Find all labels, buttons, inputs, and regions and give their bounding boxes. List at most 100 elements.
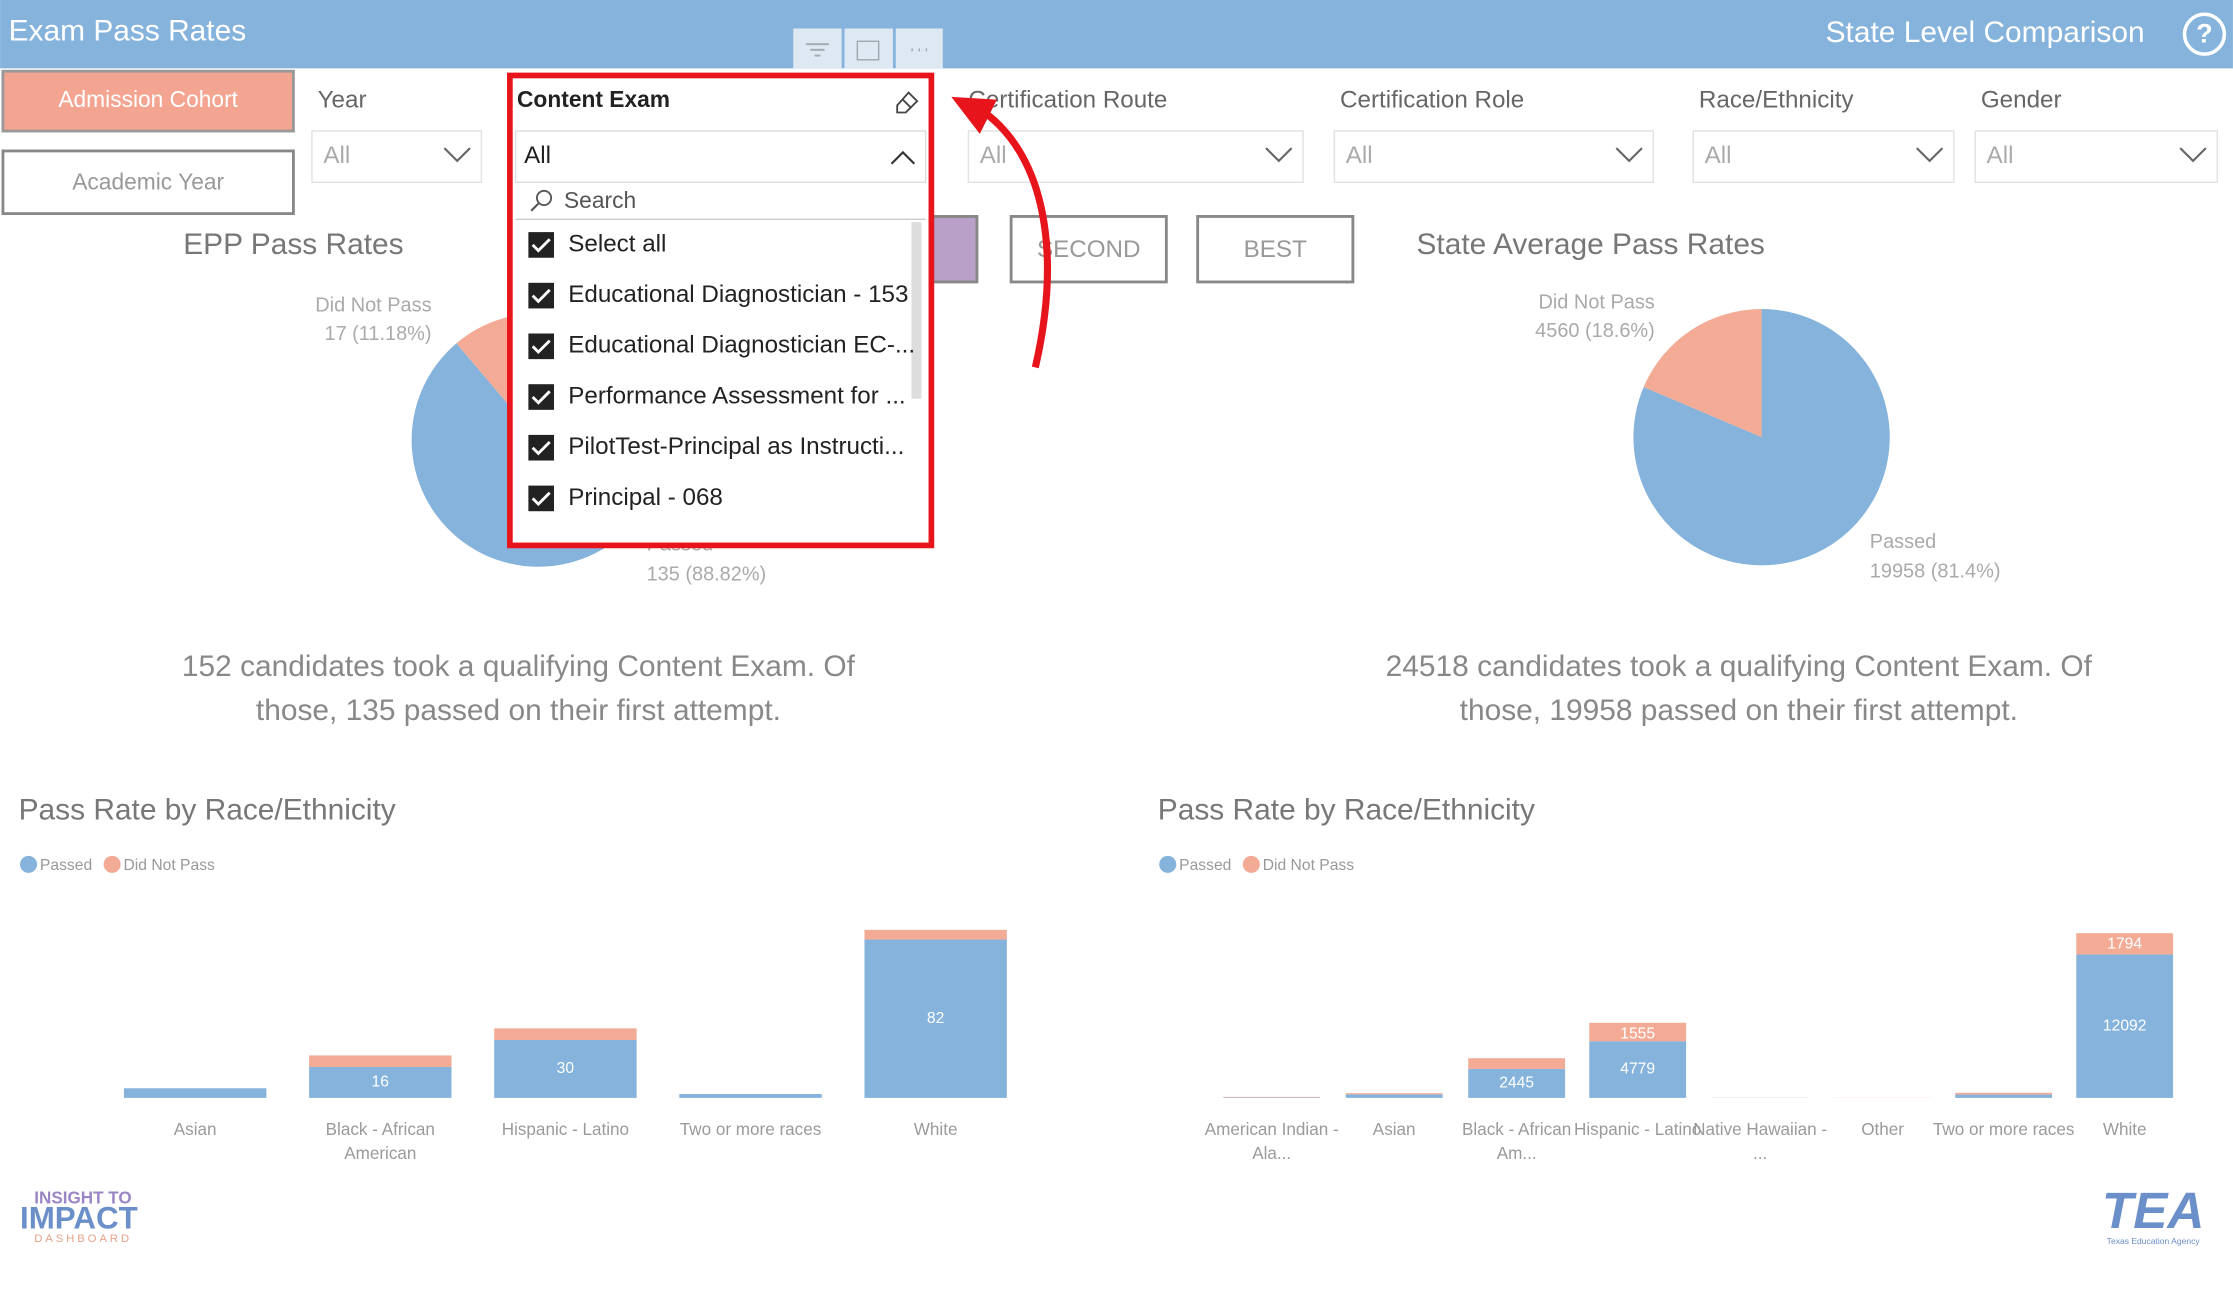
button[interactable] [1196, 215, 1355, 284]
dropdown-box[interactable] [514, 130, 927, 183]
x-tick-label-box: Hispanic - Latino [1574, 1119, 1701, 1139]
toggle[interactable] [1, 149, 295, 216]
bar-segment [864, 939, 1007, 1098]
bar-value-label: 4779 [1620, 1061, 1655, 1078]
bar-segment [1223, 1097, 1321, 1098]
header-bar [0, 0, 2233, 69]
x-tick-label-box: Other [1861, 1119, 1904, 1140]
dropdown-option[interactable]: Select all [568, 230, 666, 257]
checkbox[interactable] [528, 333, 555, 360]
legend-label[interactable]: Passed [1179, 857, 1231, 874]
search-icon-handle [530, 202, 540, 212]
summary-text: those, 19958 passed on their first attem… [1460, 694, 2018, 727]
search-icon [536, 189, 553, 206]
filter-box[interactable] [1692, 130, 1955, 183]
checkbox[interactable] [528, 434, 555, 461]
filter-value[interactable]: All [980, 142, 1007, 169]
filter-value[interactable]: All [1705, 142, 1732, 169]
chevron-down [1615, 147, 1643, 163]
pie-title: EPP Pass Rates [183, 228, 403, 261]
pie-slice [1643, 309, 1762, 438]
bar-segment [1468, 1068, 1566, 1098]
filter-value[interactable]: All [1346, 142, 1373, 169]
dropdown: Content Exam All Search Select all Educat… [507, 72, 935, 549]
filter-value[interactable]: All [323, 142, 350, 169]
bar-title: Pass Rate by Race/Ethnicity [1158, 794, 1535, 827]
filter-label: Year [318, 86, 367, 113]
x-tick-label-box: Hispanic - Latino [502, 1119, 629, 1139]
x-tick-label: Two or more races [679, 1119, 822, 1140]
x-tick-label-box: White [913, 1119, 958, 1140]
legend-label[interactable]: Did Not Pass [124, 857, 216, 874]
checkbox[interactable] [528, 384, 555, 410]
bar-value-label: 30 [557, 1060, 575, 1077]
checkmark [531, 288, 551, 304]
toggle-active[interactable] [1, 69, 295, 133]
x-tick-label: White [913, 1119, 958, 1140]
dropdown-option[interactable]: Educational Diagnostician EC-... [568, 332, 915, 359]
x-tick-label: White [2102, 1119, 2147, 1140]
toggle-label[interactable]: Admission Cohort [58, 86, 238, 112]
x-tick-label: American Indian - Ala... [1204, 1119, 1339, 1164]
x-tick-label: Asian [173, 1119, 217, 1140]
filter-label: Gender [1981, 86, 2062, 113]
bar-value-label: 1794 [2107, 936, 2142, 953]
bar-value-label: 1555 [1620, 1025, 1655, 1042]
pie-title: State Average Pass Rates [1416, 228, 1764, 261]
checkmark [531, 441, 551, 456]
bar-segment [309, 1055, 452, 1068]
x-tick-label: Other [1861, 1119, 1904, 1140]
eraser-icon[interactable] [896, 91, 919, 114]
dropdown-option[interactable]: Principal - 068 [568, 484, 723, 511]
logo-text: Texas Education Agency [2107, 1236, 2201, 1246]
annotation-arrow [980, 108, 1051, 369]
help-text[interactable]: ? [2196, 19, 2213, 49]
search-box[interactable]: Search [564, 187, 636, 213]
button[interactable] [1009, 215, 1168, 284]
focus-icon[interactable] [844, 28, 893, 69]
legend-dot [1242, 855, 1260, 873]
x-tick-label-box: American Indian - Ala... [1204, 1119, 1339, 1164]
x-tick-label: Native Hawaiian - ... [1693, 1119, 1828, 1164]
legend-dot [20, 855, 38, 873]
filter-box[interactable] [1333, 130, 1655, 183]
checkbox[interactable] [528, 485, 555, 512]
dropdown-option[interactable]: Educational Diagnostician - 153 [568, 281, 908, 308]
filter-box[interactable] [967, 130, 1304, 183]
checkmark [531, 238, 551, 253]
dropdown-value[interactable]: All [524, 142, 551, 169]
dropdown-option[interactable]: Performance Assessment for ... [568, 382, 905, 409]
dropdown-option[interactable]: PilotTest-Principal as Instructi... [568, 433, 904, 460]
dropdown-label: Content Exam [517, 86, 670, 112]
scrollbar[interactable] [911, 222, 922, 399]
header-subtitle: State Level Comparison [1826, 16, 2145, 49]
visual-toolbar [793, 28, 943, 69]
filter-value[interactable]: All [1987, 142, 2014, 169]
bar-value-label: 12092 [2103, 1017, 2147, 1034]
filter-glyph [806, 43, 829, 57]
bar-segment [2076, 933, 2174, 955]
x-tick-label-box: Asian [173, 1119, 217, 1140]
pie-label: Did Not Pass [1539, 292, 1655, 314]
filter-icon[interactable] [793, 28, 842, 69]
x-tick-label: Black - African Am... [1462, 1119, 1572, 1164]
x-tick-label-box: Two or more races [679, 1119, 822, 1140]
button-label[interactable]: SECOND [1037, 236, 1140, 263]
legend-label[interactable]: Did Not Pass [1263, 857, 1355, 874]
bar-segment [309, 1067, 452, 1098]
bar-title: Pass Rate by Race/Ethnicity [19, 794, 396, 827]
filter-label: Race/Ethnicity [1699, 86, 1855, 113]
x-tick-label: Two or more races [1932, 1119, 2075, 1140]
bar-segment [494, 1028, 637, 1040]
checkbox[interactable] [528, 282, 555, 309]
bar-segment [1345, 1094, 1443, 1098]
pie-value-label: 17 (11.18%) [324, 323, 431, 345]
toggle-label[interactable]: Academic Year [72, 169, 224, 195]
legend-label[interactable]: Passed [40, 857, 92, 874]
annotation-arrowhead [951, 96, 997, 134]
filter-box[interactable] [1974, 130, 2218, 183]
button-label[interactable]: BEST [1244, 236, 1307, 263]
bar-segment [494, 1039, 637, 1098]
checkbox[interactable] [528, 232, 555, 258]
help-icon[interactable] [2182, 12, 2227, 56]
